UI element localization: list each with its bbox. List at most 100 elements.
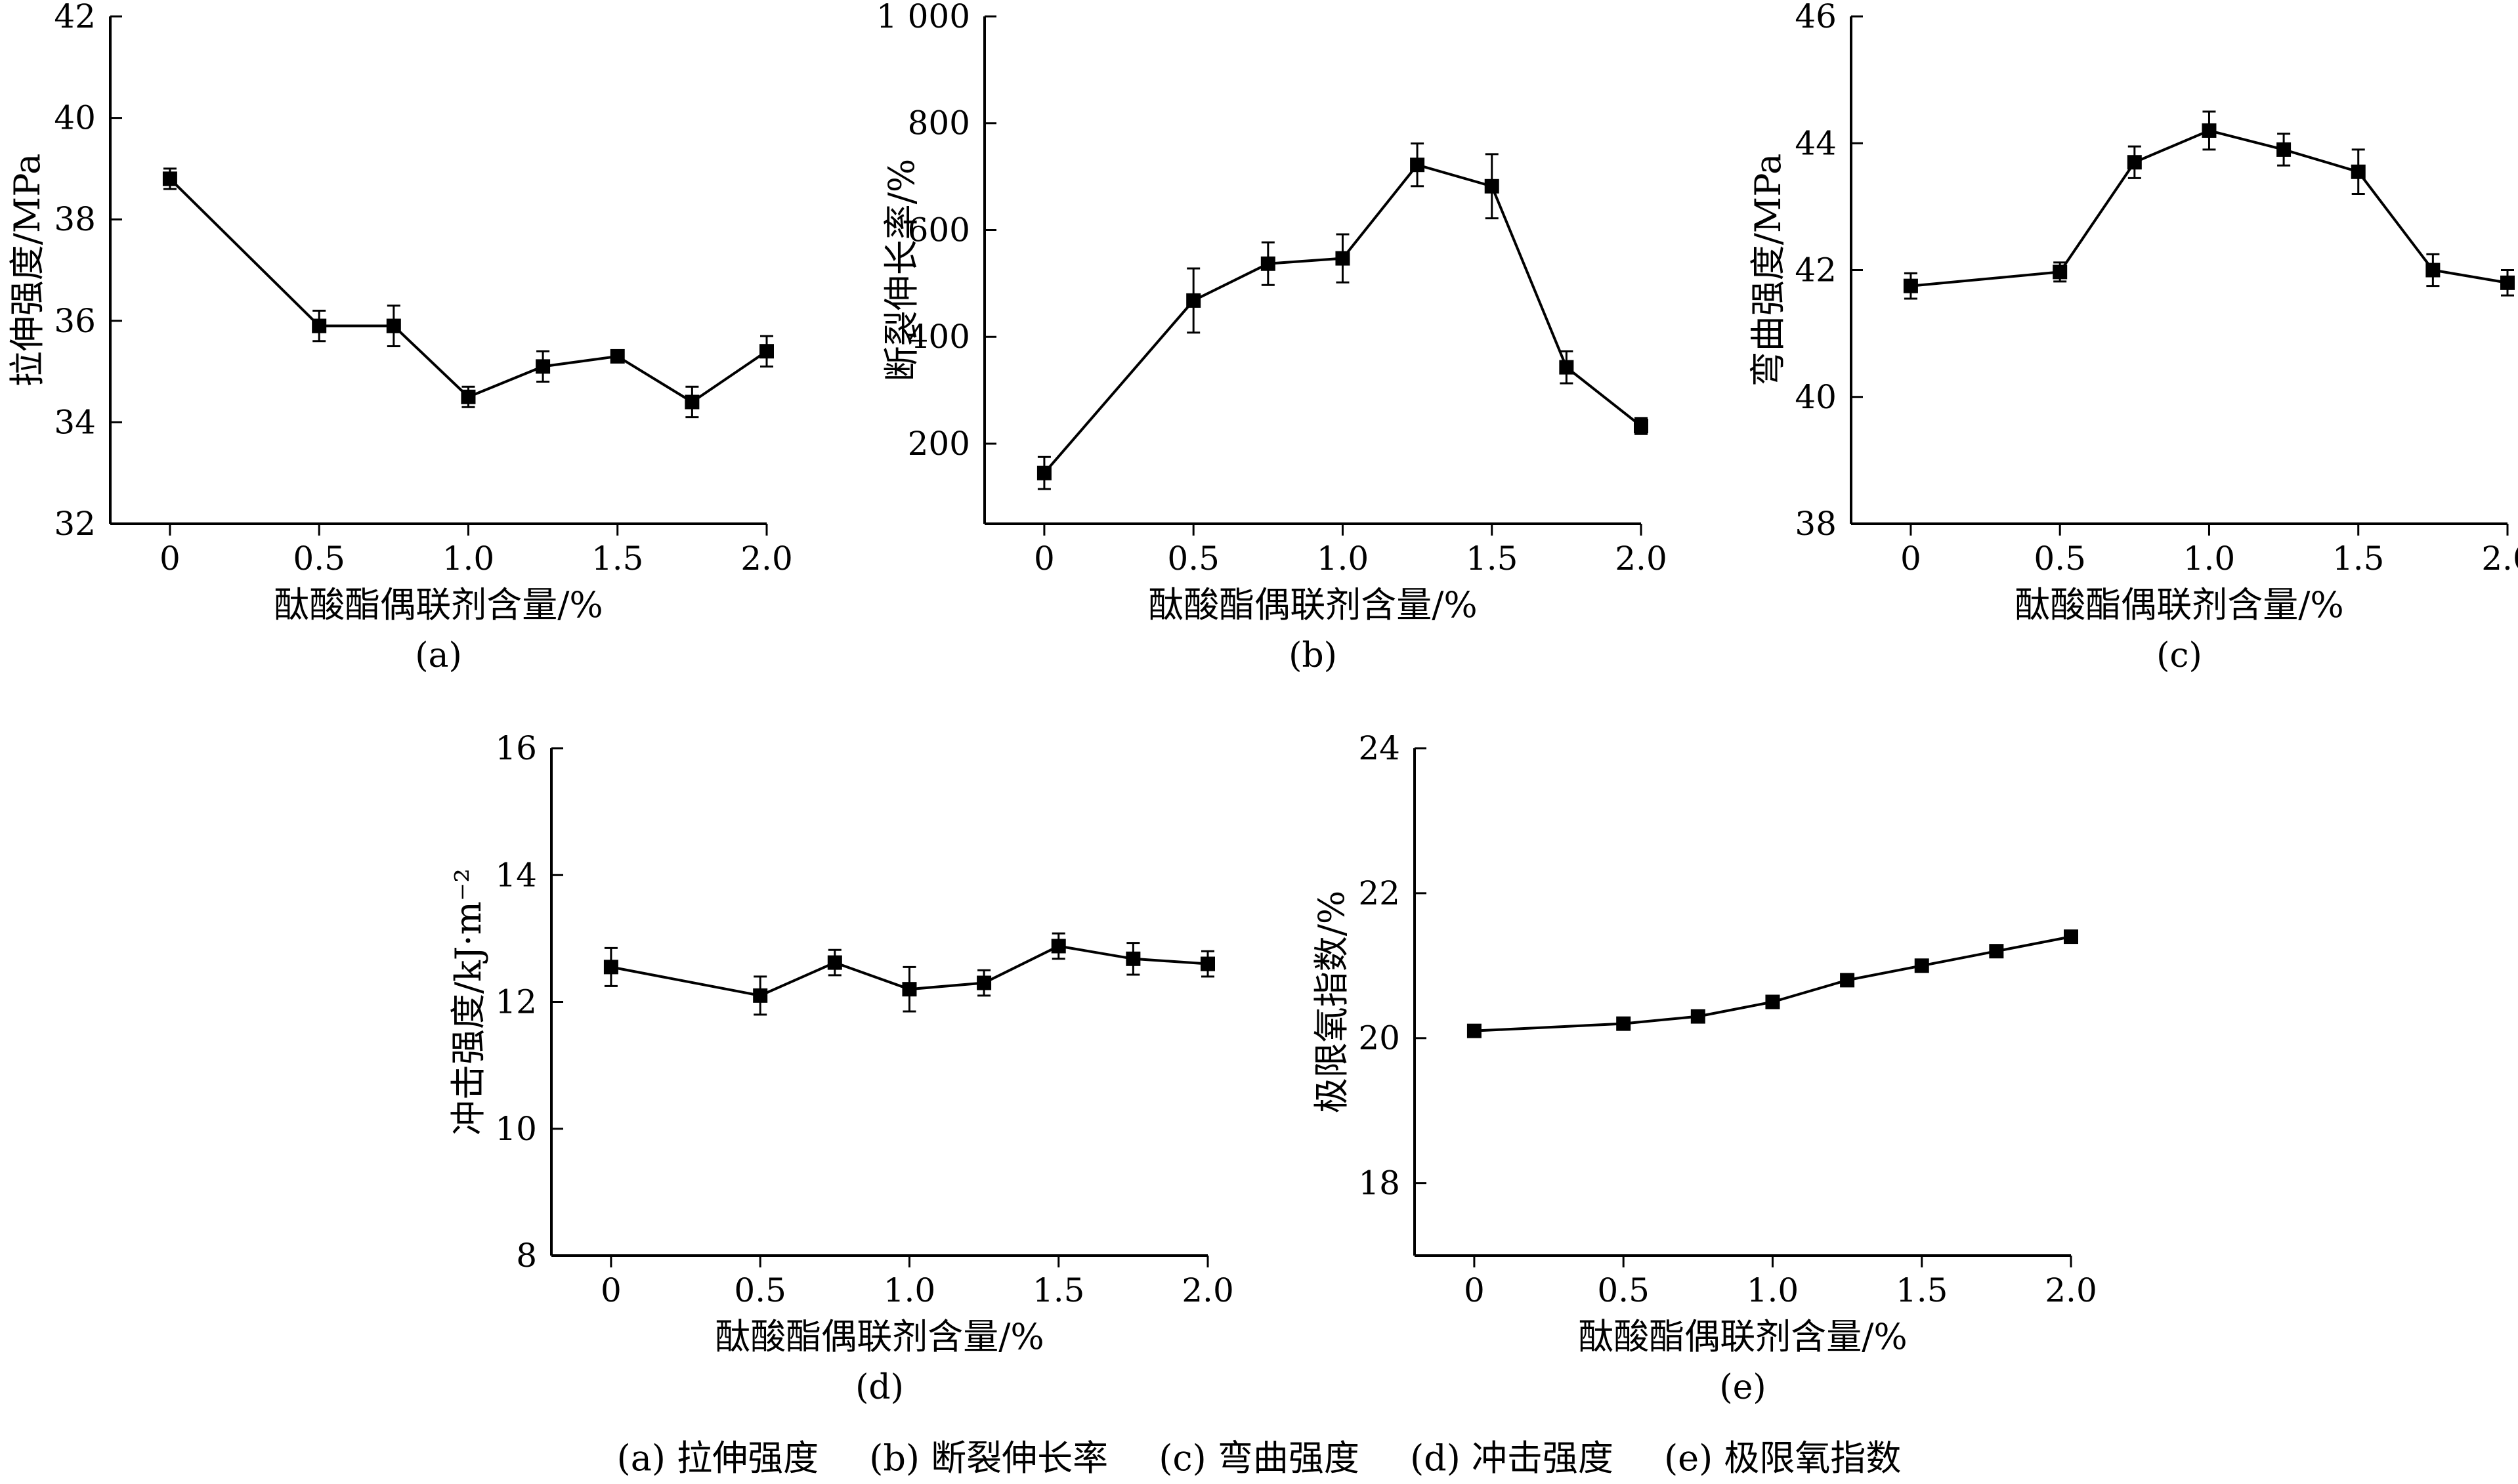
x-tick-label-d: 2.0 (1182, 1271, 1234, 1309)
x-tick-label-b: 0.5 (1167, 540, 1220, 578)
data-point-c (2127, 155, 2142, 170)
y-tick-label-d: 8 (516, 1237, 537, 1275)
series-line-a (169, 177, 768, 404)
x-tick-label-b: 1.0 (1317, 540, 1369, 578)
x-tick-label-c: 1.0 (2183, 540, 2236, 578)
x-tick-label-b: 0 (1034, 540, 1055, 578)
x-tick-label-a: 2.0 (740, 540, 793, 578)
panel-label-d: (d) (855, 1368, 904, 1407)
y-tick-label-e: 20 (1358, 1019, 1400, 1057)
data-point-c (2202, 123, 2217, 138)
x-tick-label-d: 1.0 (884, 1271, 936, 1309)
data-point-b (1634, 419, 1648, 434)
data-point-b (1036, 465, 1052, 480)
series-line-c (1910, 129, 2508, 287)
y-tick-label-d: 14 (495, 856, 537, 894)
panel-label-a: (a) (415, 636, 462, 675)
y-axis-label-c: 弯曲强度/MPa (1747, 154, 1789, 387)
y-tick-label-d: 10 (495, 1110, 537, 1148)
caption-item-b: (b) 断裂伸长率 (869, 1437, 1108, 1479)
y-tick-label-c: 42 (1795, 251, 1837, 289)
series-line-b (1043, 163, 1642, 475)
y-tick-label-c: 44 (1795, 124, 1837, 162)
data-point-c (1903, 278, 1918, 293)
y-tick-label-b: 800 (908, 104, 970, 142)
data-point-b (1559, 360, 1574, 375)
caption-item-d: (d) 冲击强度 (1410, 1437, 1613, 1479)
data-point-a (536, 359, 551, 374)
x-tick-label-d: 1.5 (1033, 1271, 1085, 1309)
y-tick-label-b: 400 (908, 318, 970, 356)
y-tick-label-e: 18 (1358, 1164, 1400, 1202)
x-tick-label-a: 0.5 (293, 540, 345, 578)
data-point-e (1466, 1023, 1482, 1038)
x-tick-label-c: 2.0 (2481, 540, 2518, 578)
y-tick-label-a: 34 (54, 403, 96, 441)
y-tick-label-c: 46 (1795, 0, 1837, 35)
data-point-e (1616, 1016, 1631, 1031)
data-point-a (162, 171, 177, 186)
chart-panel-b: 200 400 600 800 1 000 0 0.5 1.0 1.5 2.0 酞酸酯偶联剂含量/%… (876, 0, 1667, 675)
data-point-b (1260, 256, 1275, 271)
series-line-e (1474, 935, 2072, 1032)
panel-label-b: (b) (1289, 636, 1337, 675)
x-axis-label-d: 酞酸酯偶联剂含量/% (715, 1316, 1044, 1357)
x-tick-label-b: 2.0 (1615, 540, 1667, 578)
x-axis-label-a: 酞酸酯偶联剂含量/% (274, 584, 603, 625)
data-point-e (1989, 944, 2004, 959)
data-point-b (1484, 179, 1499, 194)
y-tick-label-e: 22 (1358, 874, 1400, 912)
data-point-e (1840, 973, 1855, 988)
data-point-d (1126, 951, 1141, 966)
y-tick-label-a: 38 (54, 200, 96, 238)
caption-item-a: (a) 拉伸强度 (617, 1437, 819, 1479)
chart-panel-e: 18 20 22 24 0 0.5 1.0 1.5 2.0 酞酸酯偶联剂含量/% 极限氧指数/% (e… (1311, 729, 2097, 1407)
x-tick-label-d: 0.5 (734, 1271, 786, 1309)
chart-panel-d: 8 10 12 14 16 0 0.5 1.0 1.5 2.0 酞酸酯偶联剂含量/% 冲击强度/kJ·… (448, 729, 1234, 1407)
data-point-c (2425, 263, 2441, 278)
y-tick-label-a: 40 (54, 99, 96, 137)
data-point-a (759, 344, 774, 359)
x-tick-label-b: 1.5 (1466, 540, 1518, 578)
x-tick-label-c: 1.5 (2332, 540, 2385, 578)
data-point-d (1201, 956, 1215, 971)
x-axis-label-e: 酞酸酯偶联剂含量/% (1578, 1316, 1908, 1357)
data-point-e (2064, 929, 2078, 944)
x-tick-label-a: 0 (160, 540, 181, 578)
y-tick-label-a: 32 (54, 505, 96, 543)
x-tick-label-e: 2.0 (2045, 1271, 2097, 1309)
y-tick-label-a: 42 (54, 0, 96, 35)
y-axis-label-d: 冲击强度/kJ·m⁻² (448, 868, 489, 1135)
series-line-d (610, 944, 1208, 997)
data-point-d (753, 988, 768, 1003)
data-point-c (2500, 275, 2515, 290)
x-tick-label-d: 0 (601, 1271, 622, 1309)
panel-label-e: (e) (1719, 1368, 1766, 1407)
data-point-e (1914, 958, 1929, 973)
data-point-b (1186, 293, 1201, 308)
caption-item-c: (c) 弯曲强度 (1159, 1437, 1359, 1479)
caption: (a) 拉伸强度 (b) 断裂伸长率 (c) 弯曲强度 (d) 冲击强度 (e)… (617, 1437, 1902, 1479)
x-tick-label-e: 1.5 (1896, 1271, 1948, 1309)
y-tick-label-e: 24 (1358, 729, 1400, 767)
data-point-d (603, 960, 618, 975)
y-tick-label-c: 40 (1795, 378, 1837, 416)
panel-label-c: (c) (2156, 636, 2202, 675)
data-point-c (2276, 142, 2292, 157)
data-point-e (1690, 1009, 1705, 1024)
y-tick-label-a: 36 (54, 302, 96, 340)
chart-panel-c: 38 40 42 44 46 0 0.5 1.0 1.5 2.0 酞酸酯偶联剂含量/% 弯曲强度/MP… (1747, 0, 2518, 675)
x-tick-label-c: 0.5 (2034, 540, 2086, 578)
y-tick-label-d: 16 (495, 729, 537, 767)
y-axis-label-a: 拉伸强度/MPa (7, 154, 48, 387)
data-point-b (1410, 158, 1425, 173)
data-point-a (610, 349, 625, 364)
data-point-c (2351, 164, 2366, 179)
x-axis-label-c: 酞酸酯偶联剂含量/% (2015, 584, 2344, 625)
x-tick-label-e: 1.0 (1747, 1271, 1799, 1309)
y-tick-label-b: 1 000 (876, 0, 970, 35)
data-point-a (461, 389, 476, 404)
data-point-d (977, 975, 992, 990)
x-tick-label-e: 0 (1464, 1271, 1485, 1309)
